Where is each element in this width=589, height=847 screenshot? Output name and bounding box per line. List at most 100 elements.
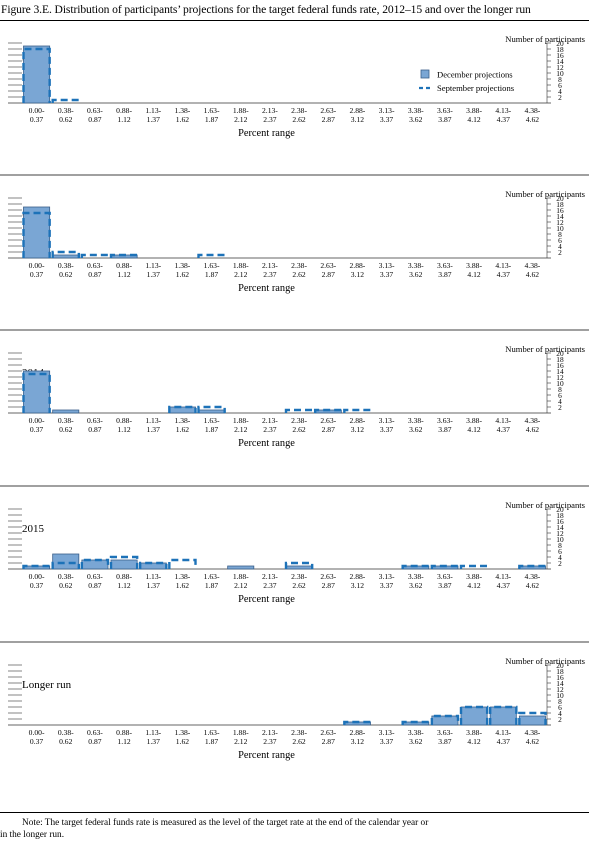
y-tick-label: 20 <box>556 661 564 670</box>
x-tick-label: 3.88-4.12 <box>466 261 482 279</box>
x-axis-label: Percent range <box>238 594 295 605</box>
x-tick-label: 4.13-4.37 <box>495 728 511 746</box>
x-tick-label: 1.63-1.87 <box>204 572 220 590</box>
y-axis-label: Number of participants <box>505 656 585 666</box>
x-tick-label: 2.88-3.12 <box>350 261 366 279</box>
x-tick-label: 1.13-1.37 <box>145 728 161 746</box>
panel-title: 2015 <box>22 523 45 535</box>
x-tick-label: 1.88-2.12 <box>233 261 249 279</box>
september-outline <box>80 253 110 258</box>
x-tick-label: 3.13-3.37 <box>379 572 395 590</box>
x-tick-label: 3.63-3.87 <box>437 261 453 279</box>
x-tick-label: 1.13-1.37 <box>145 261 161 279</box>
x-tick-label: 3.63-3.87 <box>437 728 453 746</box>
y-tick-label: 6 <box>558 391 562 400</box>
bar <box>52 254 80 259</box>
x-tick-label: 2.88-3.12 <box>350 416 366 434</box>
x-tick-label: 3.13-3.37 <box>379 416 395 434</box>
x-tick-label: 0.38-0.62 <box>58 728 74 746</box>
september-outline <box>401 720 431 725</box>
x-tick-label: 1.13-1.37 <box>145 572 161 590</box>
bar <box>285 565 313 570</box>
x-tick-label: 0.63-0.87 <box>87 728 103 746</box>
y-tick-label: 2 <box>558 715 562 724</box>
x-tick-label: 1.38-1.62 <box>175 416 191 434</box>
bar <box>23 206 51 259</box>
x-tick-label: 3.13-3.37 <box>379 261 395 279</box>
x-tick-label: 2.38-2.62 <box>291 572 307 590</box>
y-tick-label: 4 <box>558 397 562 406</box>
x-tick-label: 1.63-1.87 <box>204 416 220 434</box>
x-tick-label: 2.13-2.37 <box>262 106 278 124</box>
chart-panel-1: Number of participants201224681012141618… <box>8 34 586 139</box>
y-tick-label: 6 <box>558 81 562 90</box>
september-outline <box>518 711 547 725</box>
x-tick-label: 4.13-4.37 <box>495 106 511 124</box>
september-outline <box>343 408 372 413</box>
september-outline <box>51 561 81 569</box>
x-tick-label: 3.38-3.62 <box>408 416 424 434</box>
bar <box>52 553 80 570</box>
bar <box>489 706 517 726</box>
september-outline <box>138 561 168 569</box>
bar <box>518 715 546 726</box>
x-tick-label: 4.38-4.62 <box>525 572 541 590</box>
september-outline <box>343 720 372 725</box>
y-tick-label: 16 <box>556 361 564 370</box>
y-tick-label: 14 <box>556 523 564 532</box>
x-tick-label: 1.88-2.12 <box>233 106 249 124</box>
x-tick-label: 2.13-2.37 <box>262 572 278 590</box>
panel-title: Longer run <box>22 679 72 691</box>
y-tick-label: 4 <box>558 709 562 718</box>
note-line-1: Note: The target federal funds rate is m… <box>22 818 429 828</box>
x-tick-label: 3.38-3.62 <box>408 572 424 590</box>
x-axis-label: Percent range <box>238 128 295 139</box>
september-outline <box>109 555 139 569</box>
x-tick-label: 0.00-0.37 <box>29 261 45 279</box>
x-axis-label: Percent range <box>238 750 295 761</box>
y-tick-label: 16 <box>556 673 564 682</box>
september-outline <box>51 250 81 258</box>
y-tick-label: 10 <box>556 224 564 233</box>
y-tick-label: 16 <box>556 517 564 526</box>
chart-panel-4: Number of participants 2015 24681012141618… <box>0 485 589 605</box>
bar <box>23 45 51 104</box>
x-tick-label: 3.38-3.62 <box>408 261 424 279</box>
x-tick-label: 3.38-3.62 <box>408 106 424 124</box>
y-tick-label: 18 <box>556 355 564 364</box>
x-tick-label: 0.38-0.62 <box>58 106 74 124</box>
september-outline <box>518 564 547 569</box>
x-tick-label: 2.38-2.62 <box>291 261 307 279</box>
bar <box>460 706 488 726</box>
note-line-2: in the longer run. <box>0 829 65 840</box>
x-tick-label: 1.88-2.12 <box>233 572 249 590</box>
y-axis-label: Number of participants <box>505 500 585 510</box>
figure-note: Note: The target federal funds rate is m… <box>0 818 589 841</box>
y-tick-label: 20 <box>556 349 564 358</box>
y-tick-label: 12 <box>556 218 564 227</box>
x-tick-label: 0.63-0.87 <box>87 261 103 279</box>
x-tick-label: 3.88-4.12 <box>466 572 482 590</box>
x-tick-label: 4.38-4.62 <box>525 728 541 746</box>
y-tick-label: 10 <box>556 69 564 78</box>
y-axis-label: Number of participants <box>505 344 585 354</box>
x-tick-label: 3.13-3.37 <box>379 728 395 746</box>
x-tick-label: 3.38-3.62 <box>408 728 424 746</box>
legend-label-september: September projections <box>437 83 515 93</box>
x-tick-label: 0.88-1.12 <box>116 416 132 434</box>
x-tick-label: 1.38-1.62 <box>175 261 191 279</box>
y-tick-label: 2 <box>558 248 562 257</box>
x-tick-label: 2.88-3.12 <box>350 106 366 124</box>
september-outline <box>22 564 51 569</box>
y-tick-label: 2 <box>558 559 562 568</box>
bar <box>431 715 459 726</box>
y-tick-label: 8 <box>558 230 562 239</box>
y-tick-label: 12 <box>556 63 564 72</box>
x-tick-label: 4.38-4.62 <box>525 416 541 434</box>
legend-label-december: December projections <box>437 70 513 80</box>
y-tick-label: 12 <box>556 685 564 694</box>
x-tick-label: 2.13-2.37 <box>262 261 278 279</box>
x-tick-label: 1.38-1.62 <box>175 106 191 124</box>
x-tick-label: 0.38-0.62 <box>58 416 74 434</box>
